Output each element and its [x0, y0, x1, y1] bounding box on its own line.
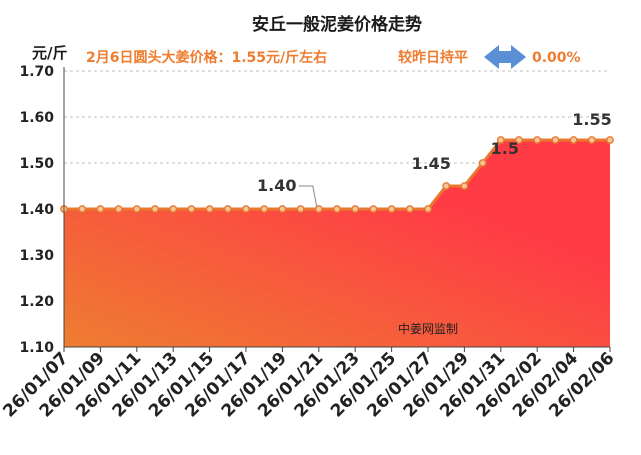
data-point-26/01/25 [387, 205, 396, 213]
chart-title: 安丘一般泥姜价格走势 [252, 14, 422, 35]
data-point-26/01/13 [169, 205, 178, 213]
data-point-26/01/08 [78, 205, 87, 213]
y-tick-label: 1.20 [19, 294, 54, 310]
data-point-26/01/18 [260, 205, 269, 213]
price-area [64, 140, 610, 347]
y-tick-label: 1.50 [19, 156, 54, 172]
watermark: 中姜网监制 [398, 321, 458, 336]
data-label: 1.55 [572, 110, 611, 129]
data-label-leader [298, 185, 318, 208]
data-labels: 1.40 1.45 1.5 1.55 [257, 110, 612, 208]
data-point-26/01/09 [96, 205, 105, 213]
data-point-26/01/22 [333, 205, 341, 213]
data-label: 1.5 [491, 139, 519, 158]
y-tick-label: 1.60 [19, 110, 54, 126]
data-point-26/01/17 [242, 205, 250, 213]
data-label: 1.45 [411, 154, 450, 173]
data-point-26/01/14 [187, 205, 196, 213]
data-point-26/02/01 [515, 136, 523, 144]
data-point-26/01/16 [223, 205, 232, 213]
y-axis-ticks: 1.10 1.20 1.30 1.40 1.50 1.60 1.70 [19, 64, 54, 356]
data-point-26/02/05 [587, 136, 596, 144]
y-tick-label: 1.10 [19, 340, 54, 356]
data-point-26/01/29 [460, 182, 469, 190]
data-point-26/01/10 [114, 205, 123, 213]
data-point-26/01/28 [442, 182, 451, 190]
data-point-26/01/20 [296, 205, 305, 213]
y-tick-label: 1.30 [19, 248, 54, 264]
data-point-26/01/31 [496, 136, 505, 144]
data-point-26/02/03 [551, 136, 560, 144]
y-axis-unit: 元/斤 [32, 44, 67, 62]
x-axis-ticks: 26/01/0726/01/0926/01/1126/01/1326/01/15… [0, 348, 619, 421]
y-tick-label: 1.70 [19, 64, 54, 80]
data-point-26/02/04 [569, 136, 578, 144]
double-arrow-icon [484, 45, 526, 69]
data-point-26/01/23 [351, 205, 360, 213]
axes [63, 67, 611, 352]
data-point-26/01/15 [205, 205, 214, 213]
y-tick-label: 1.40 [19, 202, 54, 218]
data-point-26/01/11 [132, 205, 141, 213]
data-point-26/01/12 [151, 205, 159, 213]
data-point-26/01/30 [478, 159, 487, 167]
data-point-26/02/06 [606, 136, 614, 144]
data-point-26/01/21 [314, 205, 323, 213]
data-point-26/01/27 [424, 205, 432, 213]
data-label: 1.40 [257, 176, 296, 195]
data-point-26/02/02 [533, 136, 542, 144]
data-point-26/01/19 [278, 205, 287, 213]
change-label: 较昨日持平 [398, 49, 468, 66]
chart-subtitle: 2月6日圆头大姜价格：1.55元/斤左右 [86, 49, 327, 66]
change-value: 0.00% [532, 50, 581, 66]
data-point-26/01/24 [369, 205, 378, 213]
data-point-26/01/26 [405, 205, 414, 213]
